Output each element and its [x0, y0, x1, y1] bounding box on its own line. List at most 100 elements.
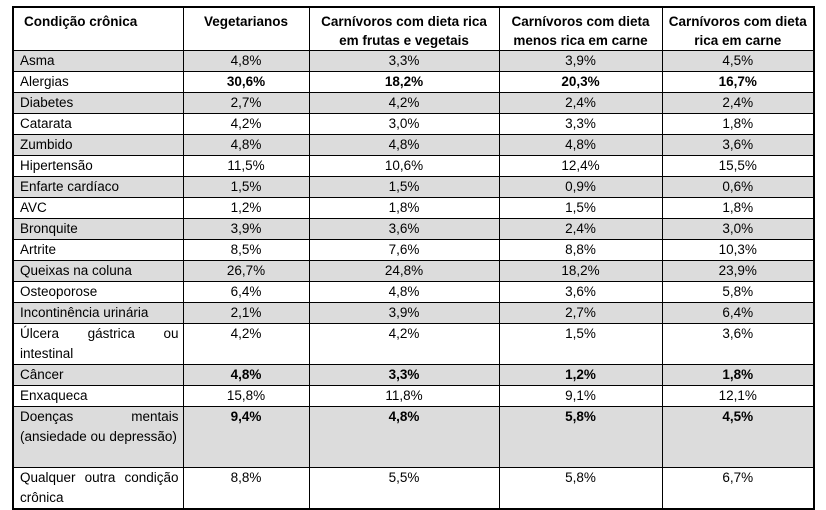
value-cell: 5,8%: [498, 467, 663, 510]
value-cell: 4,2%: [182, 113, 310, 135]
value-cell: 3,0%: [661, 218, 815, 240]
value-cell: 5,8%: [661, 281, 815, 303]
value-cell: 4,8%: [182, 364, 310, 386]
value-cell: 4,2%: [308, 323, 500, 365]
value-cell: 3,9%: [182, 218, 310, 240]
header-carnivores-rich-meat: Carnívoros com dieta rica em carne: [661, 6, 815, 51]
condition-name: Câncer: [12, 364, 184, 386]
value-cell: 30,6%: [182, 71, 310, 93]
condition-name: Osteoporose: [12, 281, 184, 303]
value-cell: 1,8%: [661, 364, 815, 386]
value-cell: 2,4%: [498, 92, 663, 114]
table-row: Enfarte cardíaco 1,5% 1,5% 0,9% 0,6%: [12, 176, 815, 198]
table-row: Doenças mentais (ansiedade ou depressão)…: [12, 406, 815, 468]
header-vegetarians: Vegetarianos: [182, 6, 310, 51]
value-cell: 4,8%: [308, 281, 500, 303]
condition-name: Artrite: [12, 239, 184, 261]
header-condition: Condição crônica: [12, 6, 184, 51]
value-cell: 4,8%: [498, 134, 663, 156]
value-cell: 6,4%: [182, 281, 310, 303]
value-cell: 1,8%: [661, 197, 815, 219]
value-cell: 16,7%: [661, 71, 815, 93]
table-row: Úlcera gástrica ou intestinal 4,2% 4,2% …: [12, 323, 815, 365]
value-cell: 3,3%: [308, 50, 500, 72]
value-cell: 4,8%: [182, 134, 310, 156]
header-carnivores-fruits-vegetables: Carnívoros com dieta rica em frutas e ve…: [308, 6, 500, 51]
table-row: AVC 1,2% 1,8% 1,5% 1,8%: [12, 197, 815, 219]
table-row: Diabetes 2,7% 4,2% 2,4% 2,4%: [12, 92, 815, 114]
condition-name: Zumbido: [12, 134, 184, 156]
value-cell: 2,4%: [498, 218, 663, 240]
header-carnivores-less-meat: Carnívoros com dieta menos rica em carne: [498, 6, 663, 51]
condition-name: Queixas na coluna: [12, 260, 184, 282]
condition-name: Alergias: [12, 71, 184, 93]
condition-name: Asma: [12, 50, 184, 72]
value-cell: 9,4%: [182, 406, 310, 468]
value-cell: 0,6%: [661, 176, 815, 198]
table-row: Catarata 4,2% 3,0% 3,3% 1,8%: [12, 113, 815, 135]
condition-name: Diabetes: [12, 92, 184, 114]
header-row: Condição crônica Vegetarianos Carnívoros…: [12, 6, 815, 51]
value-cell: 9,1%: [498, 385, 663, 407]
value-cell: 15,5%: [661, 155, 815, 177]
value-cell: 3,9%: [498, 50, 663, 72]
table-row: Hipertensão 11,5% 10,6% 12,4% 15,5%: [12, 155, 815, 177]
value-cell: 1,8%: [308, 197, 500, 219]
value-cell: 3,3%: [308, 364, 500, 386]
value-cell: 3,9%: [308, 302, 500, 324]
value-cell: 5,5%: [308, 467, 500, 510]
value-cell: 20,3%: [498, 71, 663, 93]
table-row: Zumbido 4,8% 4,8% 4,8% 3,6%: [12, 134, 815, 156]
value-cell: 12,4%: [498, 155, 663, 177]
value-cell: 4,5%: [661, 406, 815, 468]
value-cell: 8,8%: [498, 239, 663, 261]
value-cell: 26,7%: [182, 260, 310, 282]
condition-name: Incontinência urinária: [12, 302, 184, 324]
value-cell: 6,4%: [661, 302, 815, 324]
value-cell: 4,5%: [661, 50, 815, 72]
table-row: Alergias 30,6% 18,2% 20,3% 16,7%: [12, 71, 815, 93]
value-cell: 3,6%: [661, 323, 815, 365]
table-row: Qualquer outra condição crônica 8,8% 5,5…: [12, 467, 815, 510]
condition-name: Enfarte cardíaco: [12, 176, 184, 198]
value-cell: 1,5%: [182, 176, 310, 198]
value-cell: 2,7%: [182, 92, 310, 114]
value-cell: 11,8%: [308, 385, 500, 407]
value-cell: 4,8%: [308, 406, 500, 468]
value-cell: 12,1%: [661, 385, 815, 407]
value-cell: 11,5%: [182, 155, 310, 177]
value-cell: 1,2%: [182, 197, 310, 219]
value-cell: 24,8%: [308, 260, 500, 282]
condition-name: Hipertensão: [12, 155, 184, 177]
condition-name: Enxaqueca: [12, 385, 184, 407]
value-cell: 1,5%: [308, 176, 500, 198]
table-row: Artrite 8,5% 7,6% 8,8% 10,3%: [12, 239, 815, 261]
value-cell: 2,7%: [498, 302, 663, 324]
table-row: Incontinência urinária 2,1% 3,9% 2,7% 6,…: [12, 302, 815, 324]
condition-name: Catarata: [12, 113, 184, 135]
value-cell: 4,8%: [308, 134, 500, 156]
condition-name: Qualquer outra condição crônica: [12, 467, 184, 510]
condition-name: AVC: [12, 197, 184, 219]
value-cell: 4,2%: [308, 92, 500, 114]
table-row: Bronquite 3,9% 3,6% 2,4% 3,0%: [12, 218, 815, 240]
value-cell: 15,8%: [182, 385, 310, 407]
value-cell: 8,8%: [182, 467, 310, 510]
value-cell: 18,2%: [498, 260, 663, 282]
value-cell: 3,3%: [498, 113, 663, 135]
value-cell: 1,2%: [498, 364, 663, 386]
chronic-conditions-table: Condição crônica Vegetarianos Carnívoros…: [12, 6, 815, 510]
value-cell: 4,8%: [182, 50, 310, 72]
table-row: Asma 4,8% 3,3% 3,9% 4,5%: [12, 50, 815, 72]
value-cell: 3,6%: [308, 218, 500, 240]
condition-name: Úlcera gástrica ou intestinal: [12, 323, 184, 365]
value-cell: 4,2%: [182, 323, 310, 365]
value-cell: 3,6%: [661, 134, 815, 156]
value-cell: 1,5%: [498, 323, 663, 365]
table-row: Queixas na coluna 26,7% 24,8% 18,2% 23,9…: [12, 260, 815, 282]
value-cell: 3,6%: [498, 281, 663, 303]
condition-name: Doenças mentais (ansiedade ou depressão): [12, 406, 184, 468]
value-cell: 18,2%: [308, 71, 500, 93]
table-row: Câncer 4,8% 3,3% 1,2% 1,8%: [12, 364, 815, 386]
value-cell: 2,1%: [182, 302, 310, 324]
